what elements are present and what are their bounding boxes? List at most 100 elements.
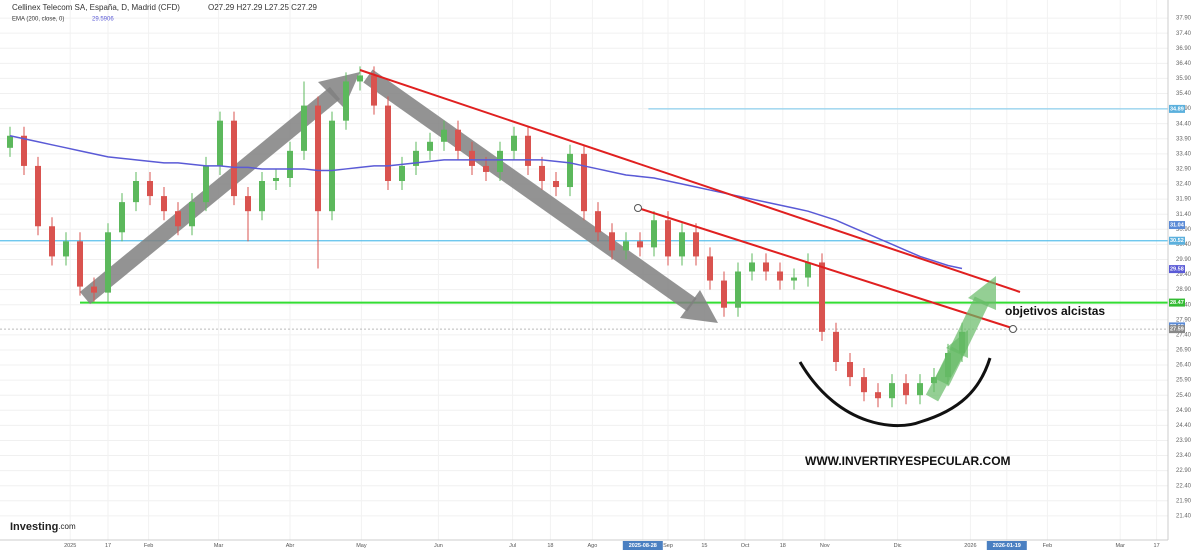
y-tick-label: 35.40 — [1176, 91, 1192, 97]
candle-body — [791, 277, 797, 281]
target-text: objetivos alcistas — [1005, 304, 1105, 318]
candle-body — [63, 241, 69, 257]
y-tick-label: 31.40 — [1176, 212, 1192, 218]
candle-body — [21, 135, 27, 166]
candle-body — [553, 181, 559, 188]
x-label-highlight — [622, 541, 663, 550]
price-label-bg — [1169, 104, 1185, 113]
y-tick-label: 37.90 — [1176, 16, 1192, 22]
candle-body — [497, 150, 503, 172]
candle-body — [133, 181, 139, 203]
candle-body — [413, 150, 419, 166]
y-tick-label: 33.90 — [1176, 136, 1192, 142]
y-tick-label: 29.40 — [1176, 272, 1192, 278]
x-label-highlight — [986, 541, 1027, 550]
candle-body — [819, 262, 825, 332]
trend-arrows — [79, 69, 718, 323]
x-tick-label: Feb — [144, 543, 153, 549]
candle-body — [889, 383, 895, 399]
candles — [7, 66, 965, 408]
x-tick-label: Jun — [434, 543, 443, 549]
y-tick-label: 23.40 — [1176, 453, 1192, 459]
y-tick-label: 36.90 — [1176, 46, 1192, 52]
x-tick-label: 2025-08-28 — [629, 543, 657, 549]
y-tick-label: 27.40 — [1176, 332, 1192, 338]
y-tick-label: 24.40 — [1176, 423, 1192, 429]
candle-body — [679, 232, 685, 257]
price-label-bg — [1169, 265, 1185, 274]
drawings: objetivos alcistas WWW.INVERTIRYESPECULA… — [359, 69, 1105, 468]
candle-body — [707, 256, 713, 281]
price-label: 29.58 — [1170, 267, 1184, 273]
price-label-bg — [1169, 325, 1185, 334]
y-tick-label: 35.90 — [1176, 76, 1192, 82]
y-tick-label: 29.90 — [1176, 257, 1192, 263]
candle-body — [371, 75, 377, 106]
candle-body — [315, 105, 321, 212]
y-tick-label: 34.40 — [1176, 121, 1192, 127]
candle-body — [805, 262, 811, 278]
candle-body — [861, 377, 867, 393]
candle-body — [539, 165, 545, 182]
candle-body — [175, 211, 181, 227]
candle-body — [903, 383, 909, 396]
up-arrow-head — [318, 72, 360, 108]
axes: 21.40 21.90 22.40 22.90 23.40 23.90 24.40 24.90… — [64, 16, 1192, 550]
price-label: 34.89 — [1170, 106, 1184, 112]
y-tick-label: 32.40 — [1176, 182, 1192, 188]
candle-body — [875, 392, 881, 399]
handle — [634, 204, 642, 212]
candle-body — [357, 75, 363, 82]
candle-body — [203, 165, 209, 203]
y-tick-label: 21.90 — [1176, 498, 1192, 504]
y-tick-label: 27.90 — [1176, 317, 1192, 323]
y-tick-label: 26.40 — [1176, 363, 1192, 369]
candle-body — [721, 280, 727, 308]
price-label: 30.52 — [1170, 238, 1184, 244]
handle — [1009, 325, 1017, 333]
price-label: 27.59 — [1170, 327, 1184, 333]
candle-body — [385, 105, 391, 182]
candle-body — [245, 196, 251, 212]
candle-body — [749, 262, 755, 272]
y-tick-label: 21.40 — [1176, 513, 1192, 519]
candle-body — [343, 81, 349, 121]
y-tick-label: 30.40 — [1176, 242, 1192, 248]
candle-body — [119, 202, 125, 233]
candle-body — [77, 241, 83, 287]
website-text: WWW.INVERTIRYESPECULAR.COM — [805, 454, 1011, 468]
down-arrow-shaft — [363, 69, 697, 312]
x-tick-label: 2025 — [64, 543, 76, 549]
x-tick-label: Abr — [286, 543, 295, 549]
y-tick-label: 25.90 — [1176, 378, 1192, 384]
y-tick-label: 25.40 — [1176, 393, 1192, 399]
price-label-bg — [1169, 298, 1185, 307]
candle-body — [273, 177, 279, 182]
candle-body — [595, 211, 601, 233]
candle-body — [567, 153, 573, 188]
x-tick-label: Oct — [741, 543, 750, 549]
candle-body — [581, 153, 587, 212]
y-tick-label: 22.90 — [1176, 468, 1192, 474]
x-tick-label: Dic — [894, 543, 902, 549]
y-tick-label: 36.40 — [1176, 61, 1192, 67]
indicator-value: 29.5906 — [92, 17, 114, 23]
candle-body — [917, 383, 923, 396]
x-tick-label: Nov — [820, 543, 830, 549]
brand-name: Investing — [10, 521, 58, 533]
x-tick-label: 2026-01-19 — [993, 543, 1021, 549]
x-tick-label: 18 — [780, 543, 786, 549]
x-tick-label: Sep — [663, 543, 673, 549]
ema — [9, 135, 963, 270]
x-tick-label: 17 — [105, 543, 111, 549]
y-tick-label: 22.40 — [1176, 483, 1192, 489]
y-tick-label: 37.40 — [1176, 31, 1192, 37]
candle-body — [693, 232, 699, 257]
x-tick-label: 2026 — [964, 543, 976, 549]
x-tick-label: May — [356, 543, 367, 549]
candle-body — [259, 181, 265, 212]
candle-body — [329, 120, 335, 212]
trendline — [637, 207, 1013, 329]
down-arrow-head — [680, 290, 718, 323]
